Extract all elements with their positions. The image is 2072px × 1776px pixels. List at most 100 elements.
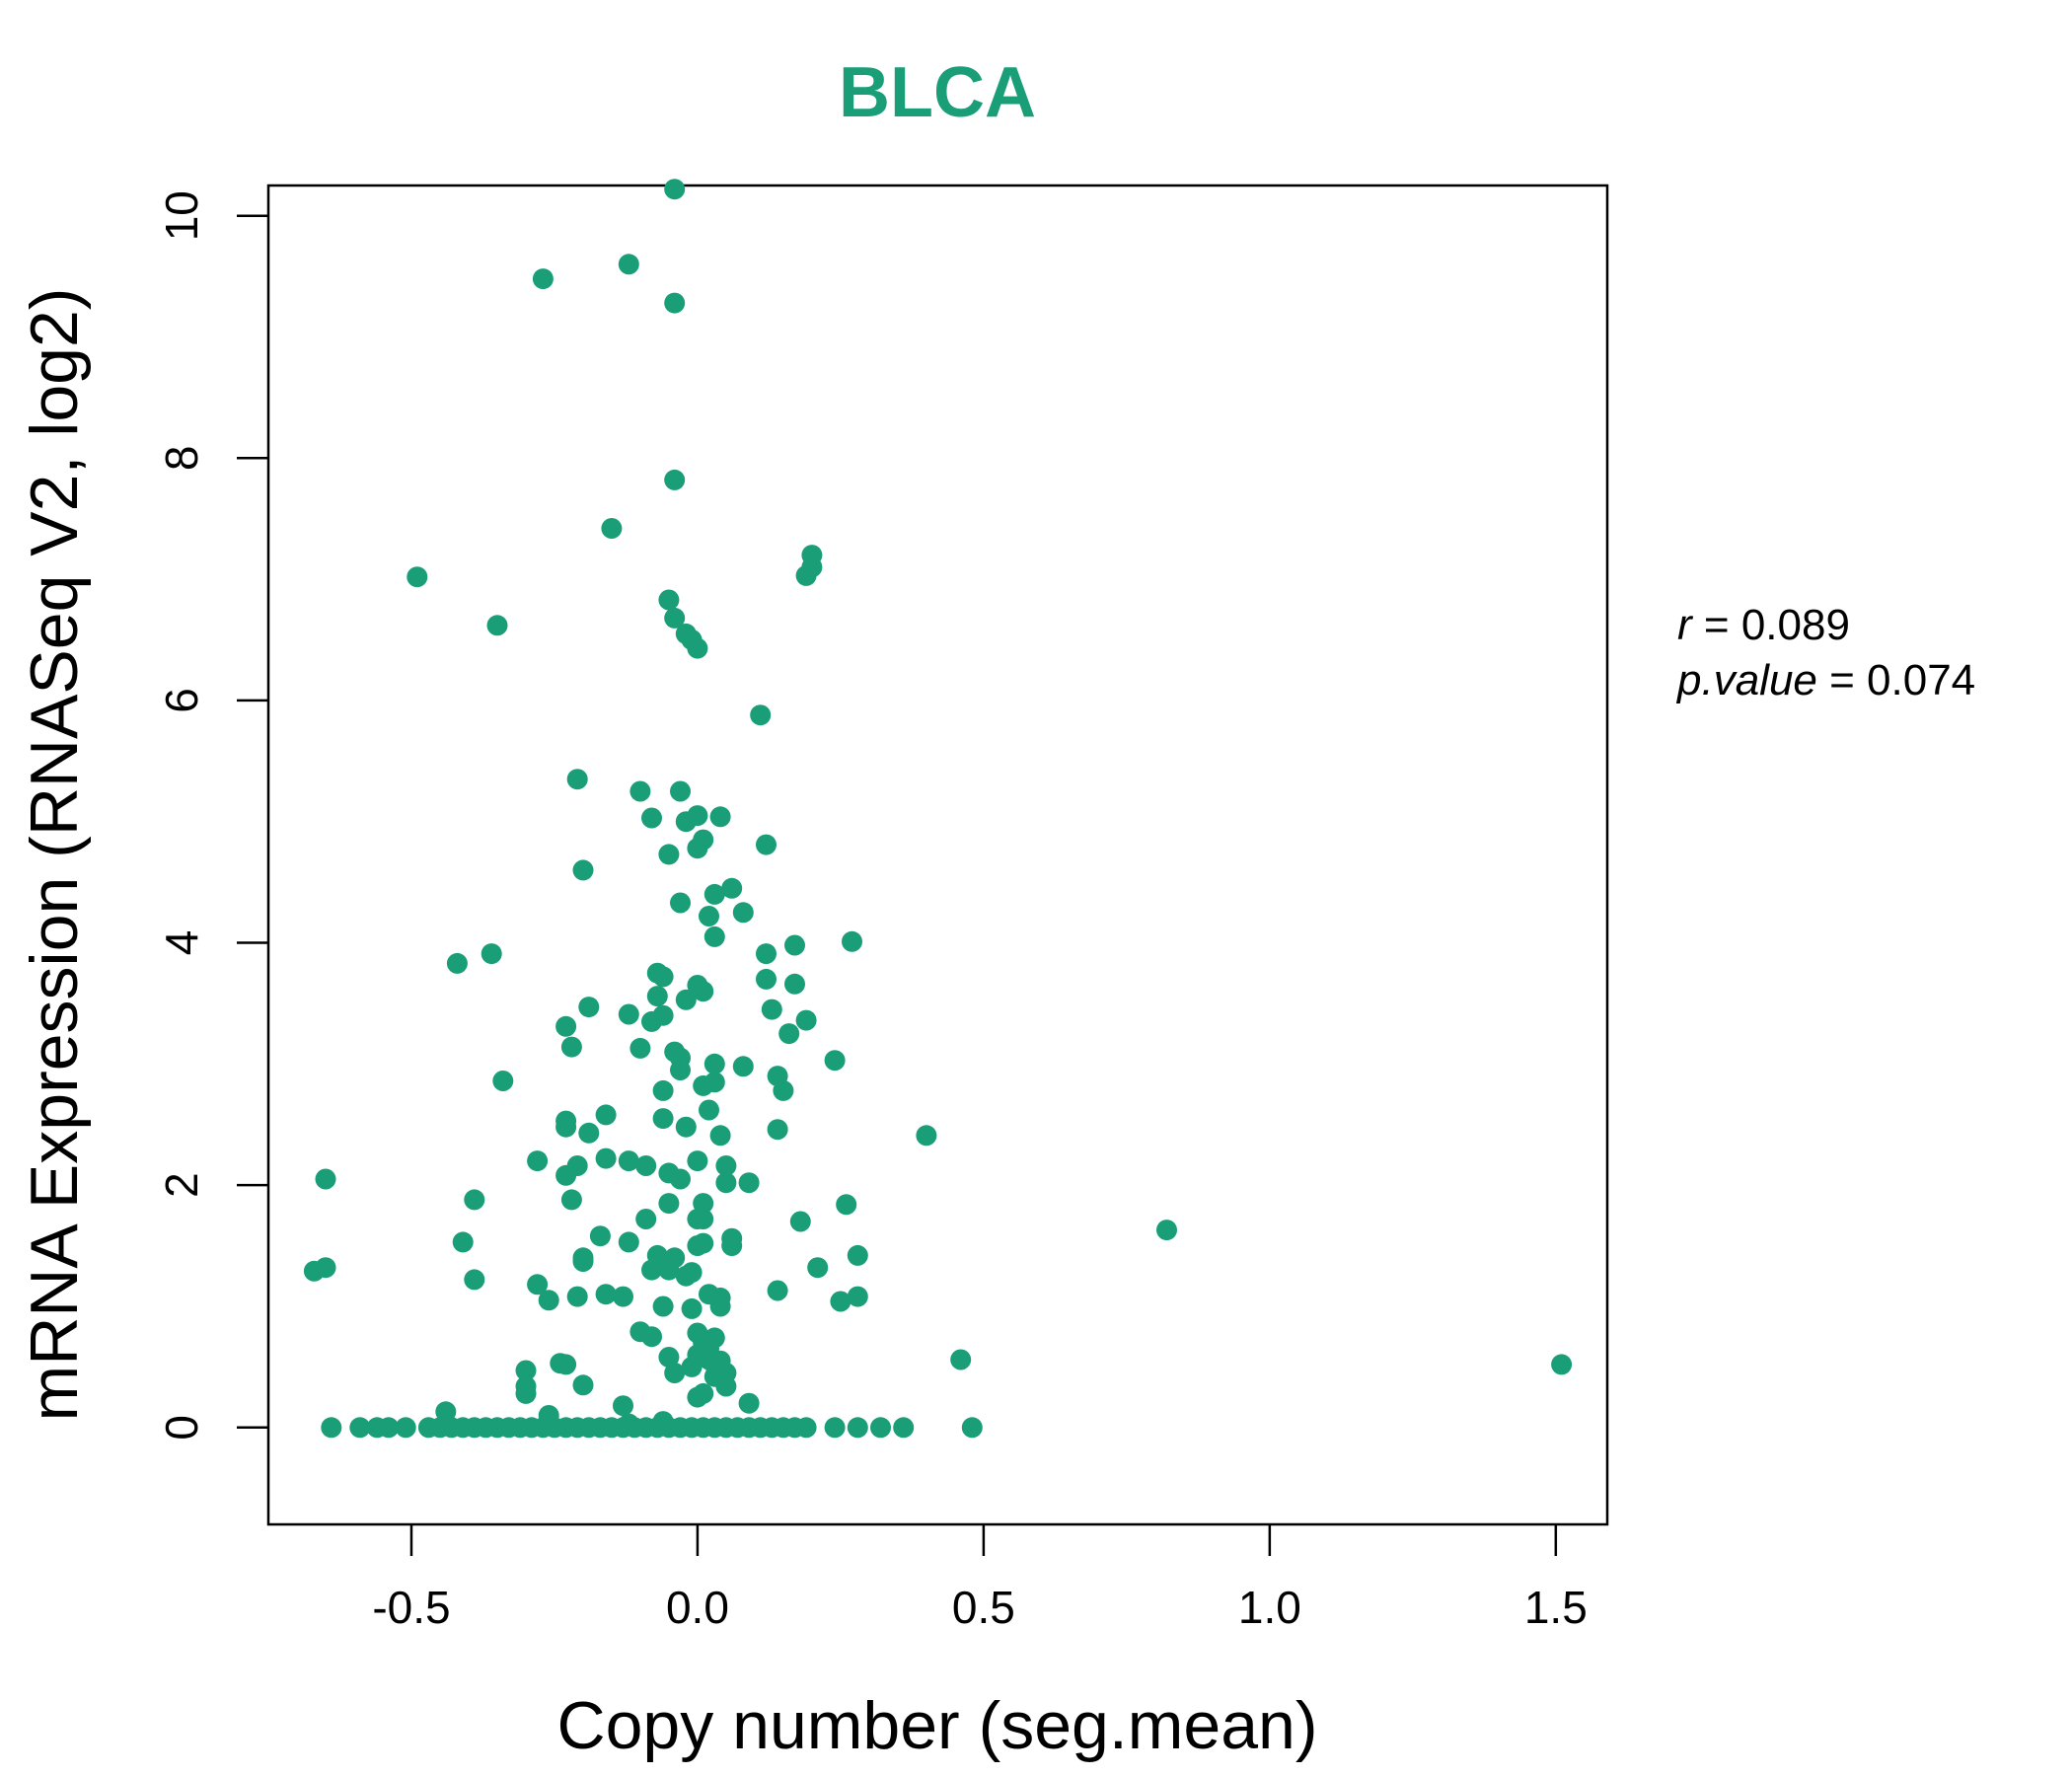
data-point <box>784 973 805 995</box>
data-point <box>658 589 680 611</box>
data-point <box>842 930 862 952</box>
data-point <box>349 1417 371 1439</box>
data-point <box>738 1392 760 1414</box>
data-point <box>750 704 772 726</box>
data-point <box>658 844 680 865</box>
data-point <box>464 1269 485 1291</box>
data-point <box>641 807 662 829</box>
data-point <box>703 925 725 947</box>
data-point <box>595 1284 617 1305</box>
data-point <box>452 1231 474 1253</box>
data-point <box>675 989 697 1010</box>
data-point <box>693 1332 714 1354</box>
data-point <box>1156 1220 1177 1241</box>
data-point <box>464 1189 485 1211</box>
r-stat-line: r = 0.089 <box>1677 601 1850 649</box>
data-point <box>687 1209 708 1229</box>
data-point <box>732 902 754 924</box>
data-point <box>675 1116 697 1138</box>
data-point <box>481 943 502 965</box>
data-point <box>641 1010 662 1032</box>
data-point <box>795 1009 817 1031</box>
data-point <box>703 1072 725 1093</box>
x-axis-label: Copy number (seg.mean) <box>556 1688 1317 1763</box>
p-equals: = <box>1817 656 1867 704</box>
data-point <box>664 292 686 314</box>
data-point <box>795 1417 817 1439</box>
data-point <box>566 1286 588 1307</box>
data-point <box>703 883 725 905</box>
data-point <box>572 859 594 881</box>
data-point <box>778 1023 800 1045</box>
data-point <box>618 1231 639 1253</box>
data-point <box>652 1295 674 1317</box>
data-point <box>595 1104 617 1126</box>
data-point <box>486 615 508 636</box>
data-point <box>847 1244 868 1266</box>
data-point <box>670 780 691 802</box>
data-point <box>715 1155 737 1176</box>
data-point <box>315 1168 336 1190</box>
data-point <box>693 1382 714 1404</box>
y-axis-label: mRNA Expression (RNASeq V2, log2) <box>17 288 92 1422</box>
data-point <box>641 1259 662 1281</box>
y-tick-label: 4 <box>156 930 207 956</box>
data-point <box>618 254 639 275</box>
data-point <box>830 1291 851 1312</box>
data-point <box>303 1260 325 1282</box>
data-point <box>670 1060 691 1080</box>
data-point <box>824 1417 846 1439</box>
data-point <box>709 1125 731 1147</box>
data-point <box>527 1274 549 1295</box>
data-point <box>703 1053 725 1074</box>
data-point <box>870 1417 891 1439</box>
data-point <box>807 1257 829 1279</box>
data-point <box>693 1232 714 1254</box>
data-point <box>721 1235 743 1256</box>
data-point <box>538 1290 559 1311</box>
data-point <box>847 1417 868 1439</box>
data-point <box>595 1147 617 1169</box>
data-point <box>618 1003 639 1025</box>
y-tick-label: 8 <box>156 446 207 472</box>
data-point <box>670 892 691 914</box>
x-tick-label: 0.5 <box>952 1582 1015 1633</box>
data-point <box>893 1417 915 1439</box>
r-equals: = <box>1692 601 1741 649</box>
data-point <box>652 1108 674 1130</box>
data-point <box>578 1122 600 1144</box>
data-point <box>641 1326 662 1348</box>
data-point <box>407 566 428 588</box>
data-point <box>761 999 782 1020</box>
data-point <box>715 1375 737 1397</box>
data-point <box>795 564 817 586</box>
data-point <box>836 1194 857 1216</box>
data-point <box>629 1037 651 1059</box>
data-point <box>560 1189 582 1211</box>
data-point <box>738 1172 760 1194</box>
data-point <box>601 518 623 539</box>
x-axis: -0.5 0.0 0.5 1.0 1.5 <box>372 1524 1588 1633</box>
y-axis: 0 2 4 6 8 10 <box>156 190 268 1441</box>
data-point <box>613 1286 633 1307</box>
data-point <box>767 1280 788 1301</box>
data-point <box>721 877 743 899</box>
data-point <box>321 1417 342 1439</box>
data-point <box>732 1056 754 1077</box>
data-point <box>635 1155 657 1176</box>
data-point <box>435 1401 457 1423</box>
data-point <box>709 1295 731 1317</box>
data-point <box>664 179 686 200</box>
data-point <box>578 997 600 1018</box>
data-point <box>687 1150 708 1172</box>
data-point <box>1551 1354 1573 1375</box>
data-point <box>773 1079 794 1101</box>
p-stat-line: p.value = 0.074 <box>1675 656 1975 704</box>
y-tick-label: 2 <box>156 1172 207 1198</box>
points-layer <box>303 179 1573 1439</box>
data-point <box>560 1036 582 1058</box>
data-point <box>824 1050 846 1072</box>
data-point <box>515 1360 537 1381</box>
data-point <box>532 268 554 290</box>
data-point <box>555 1116 577 1138</box>
